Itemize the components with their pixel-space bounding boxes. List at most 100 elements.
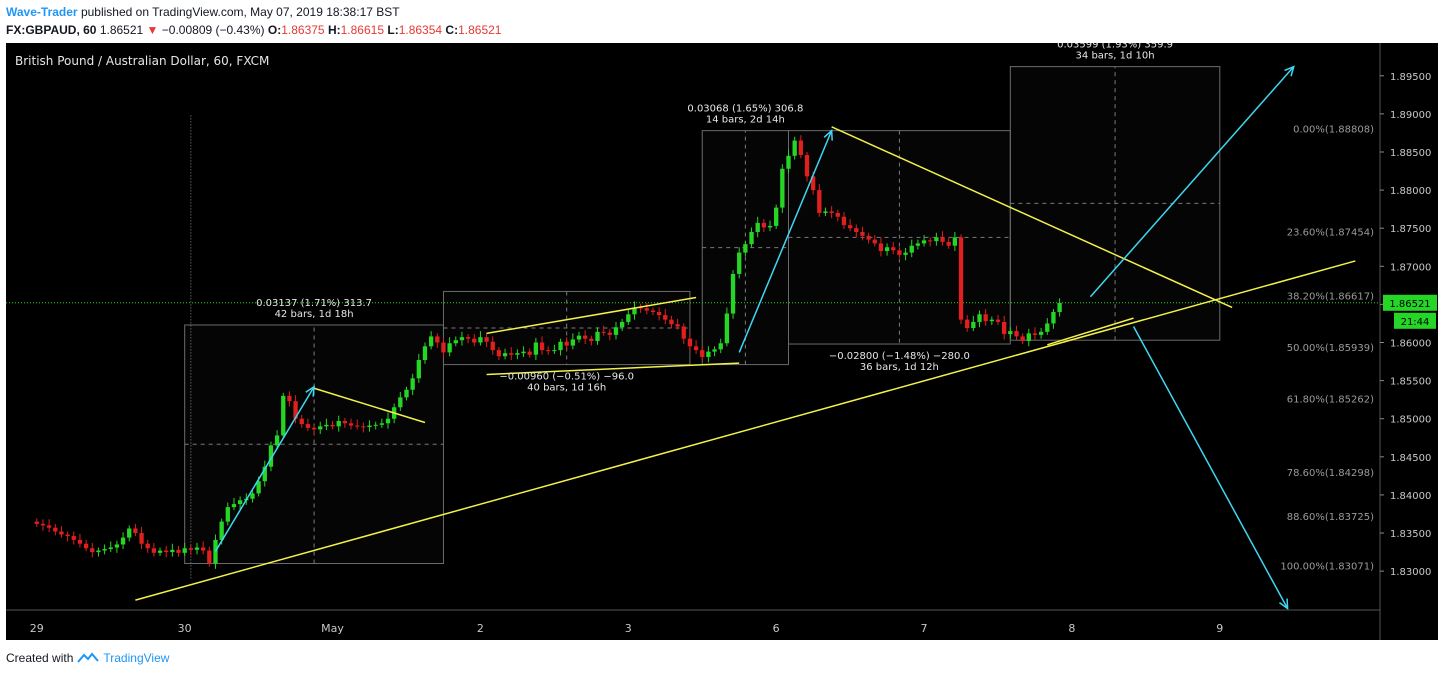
close-label: C:: [445, 23, 459, 37]
candle-body-121: [780, 168, 785, 208]
ohlc-line: FX:GBPAUD, 60 1.86521 ▼ −0.00809 (−0.43%…: [6, 23, 501, 37]
candle-body-150: [958, 237, 964, 320]
candle-body-166: [1057, 302, 1062, 313]
y-tick-label-4: 1.85000: [1390, 415, 1431, 426]
candle-body-113: [730, 273, 736, 314]
candle-body-98: [638, 307, 643, 309]
footer: Created with TradingView: [6, 651, 169, 665]
candle-body-111: [718, 343, 723, 350]
candle-body-24: [182, 548, 187, 553]
candle-body-100: [650, 310, 656, 313]
projection-arrowhead-1: [823, 129, 833, 141]
candle-body-48: [330, 424, 335, 427]
candle-body-142: [909, 245, 914, 253]
open-value: 1.86375: [281, 23, 325, 37]
candle-body-11: [102, 549, 107, 551]
candle-body-95: [619, 321, 625, 328]
chart-container[interactable]: 0.03137 (1.71%) 313.7 42 bars, 1d 18h −0.0…: [6, 40, 1438, 640]
candle-body-26: [194, 547, 200, 550]
candle-body-128: [823, 211, 828, 213]
candle-body-163: [1038, 331, 1044, 335]
candle-body-96: [626, 314, 631, 322]
candle-body-126: [810, 176, 816, 191]
candle-body-64: [428, 336, 434, 347]
candle-body-85: [558, 341, 563, 351]
fib-label-5: 78.60%(1.84298): [1287, 468, 1374, 479]
candle-body-1: [40, 523, 46, 526]
candle-body-130: [835, 212, 840, 217]
candle-body-158: [1008, 331, 1013, 335]
candle-body-46: [318, 426, 323, 430]
x-tick-label-2: May: [321, 622, 344, 635]
candle-body-153: [977, 314, 982, 322]
candle-body-3: [53, 527, 58, 532]
candle-body-143: [915, 243, 921, 246]
candle-body-105: [681, 326, 686, 339]
candle-body-124: [798, 140, 803, 156]
chart-background: [6, 43, 1438, 640]
candle-body-77: [509, 353, 514, 355]
candle-body-15: [127, 528, 132, 538]
candle-body-45: [311, 427, 317, 430]
time-badge-text: 21:44: [1401, 317, 1430, 328]
chart-title: British Pound / Australian Dollar, 60, F…: [15, 54, 269, 68]
candle-body-27: [201, 547, 206, 551]
fib-label-0: 0.00%(1.88808): [1293, 125, 1374, 136]
price-badge: [1383, 294, 1437, 311]
y-tick-label-5: 1.85500: [1390, 377, 1431, 388]
candle-body-25: [188, 548, 193, 550]
tradingview-brand[interactable]: TradingView: [103, 651, 170, 665]
candle-body-70: [465, 337, 471, 339]
candle-body-160: [1020, 336, 1025, 341]
symbol-label: FX:GBPAUD, 60: [6, 23, 97, 37]
candle-body-117: [755, 222, 760, 232]
publish-line: Wave-Trader published on TradingView.com…: [6, 5, 400, 19]
low-label: L:: [387, 23, 399, 37]
candle-body-87: [570, 339, 576, 346]
measure-label-3: −0.02800 (−1.48%) −280.0: [829, 351, 970, 362]
candle-body-159: [1014, 331, 1019, 337]
candle-body-81: [533, 342, 539, 355]
candle-body-32: [231, 504, 237, 508]
price-chart[interactable]: 0.03137 (1.71%) 313.742 bars, 1d 18h −0.0…: [6, 40, 1438, 640]
candle-body-157: [1001, 321, 1007, 335]
y-tick-label-9: 1.87500: [1390, 224, 1431, 235]
candle-body-86: [564, 341, 569, 346]
candle-body-103: [669, 319, 674, 325]
candle-body-44: [305, 424, 311, 428]
candle-body-78: [515, 353, 520, 355]
candle-body-73: [484, 337, 489, 342]
tradingview-logo-icon: [77, 652, 100, 663]
candle-body-94: [613, 327, 619, 335]
candle-body-112: [724, 313, 730, 344]
candle-body-42: [293, 401, 298, 419]
author-link[interactable]: Wave-Trader: [6, 5, 78, 19]
measure-sublabel-2: 14 bars, 2d 14h: [706, 115, 785, 126]
candle-body-4: [59, 531, 64, 535]
fib-label-4: 61.80%(1.85262): [1287, 395, 1374, 406]
projection-arrow-1: [738, 130, 833, 353]
candle-body-68: [453, 340, 458, 344]
candle-body-125: [804, 155, 810, 177]
fib-label-6: 88.60%(1.83725): [1287, 512, 1374, 523]
candle-body-136: [872, 239, 877, 244]
candle-body-28: [207, 550, 212, 564]
change-value: −0.00809 (−0.43%): [161, 23, 265, 37]
candle-body-37: [262, 466, 267, 482]
candle-body-110: [712, 349, 717, 352]
candle-body-20: [157, 550, 163, 553]
candle-body-10: [96, 550, 101, 553]
close-value: 1.86521: [458, 23, 502, 37]
candle-body-101: [656, 312, 662, 316]
low-value: 1.86354: [398, 23, 443, 37]
candle-body-18: [145, 543, 150, 549]
candle-body-97: [632, 307, 637, 315]
candle-body-12: [108, 547, 113, 550]
candle-body-40: [281, 395, 286, 436]
x-tick-label-4: 3: [625, 622, 632, 635]
y-tick-label-1: 1.83500: [1390, 529, 1431, 540]
candle-body-127: [817, 190, 822, 213]
candle-body-82: [539, 342, 545, 351]
change-arrow-icon: ▼: [146, 23, 159, 37]
candle-body-0: [34, 521, 39, 524]
